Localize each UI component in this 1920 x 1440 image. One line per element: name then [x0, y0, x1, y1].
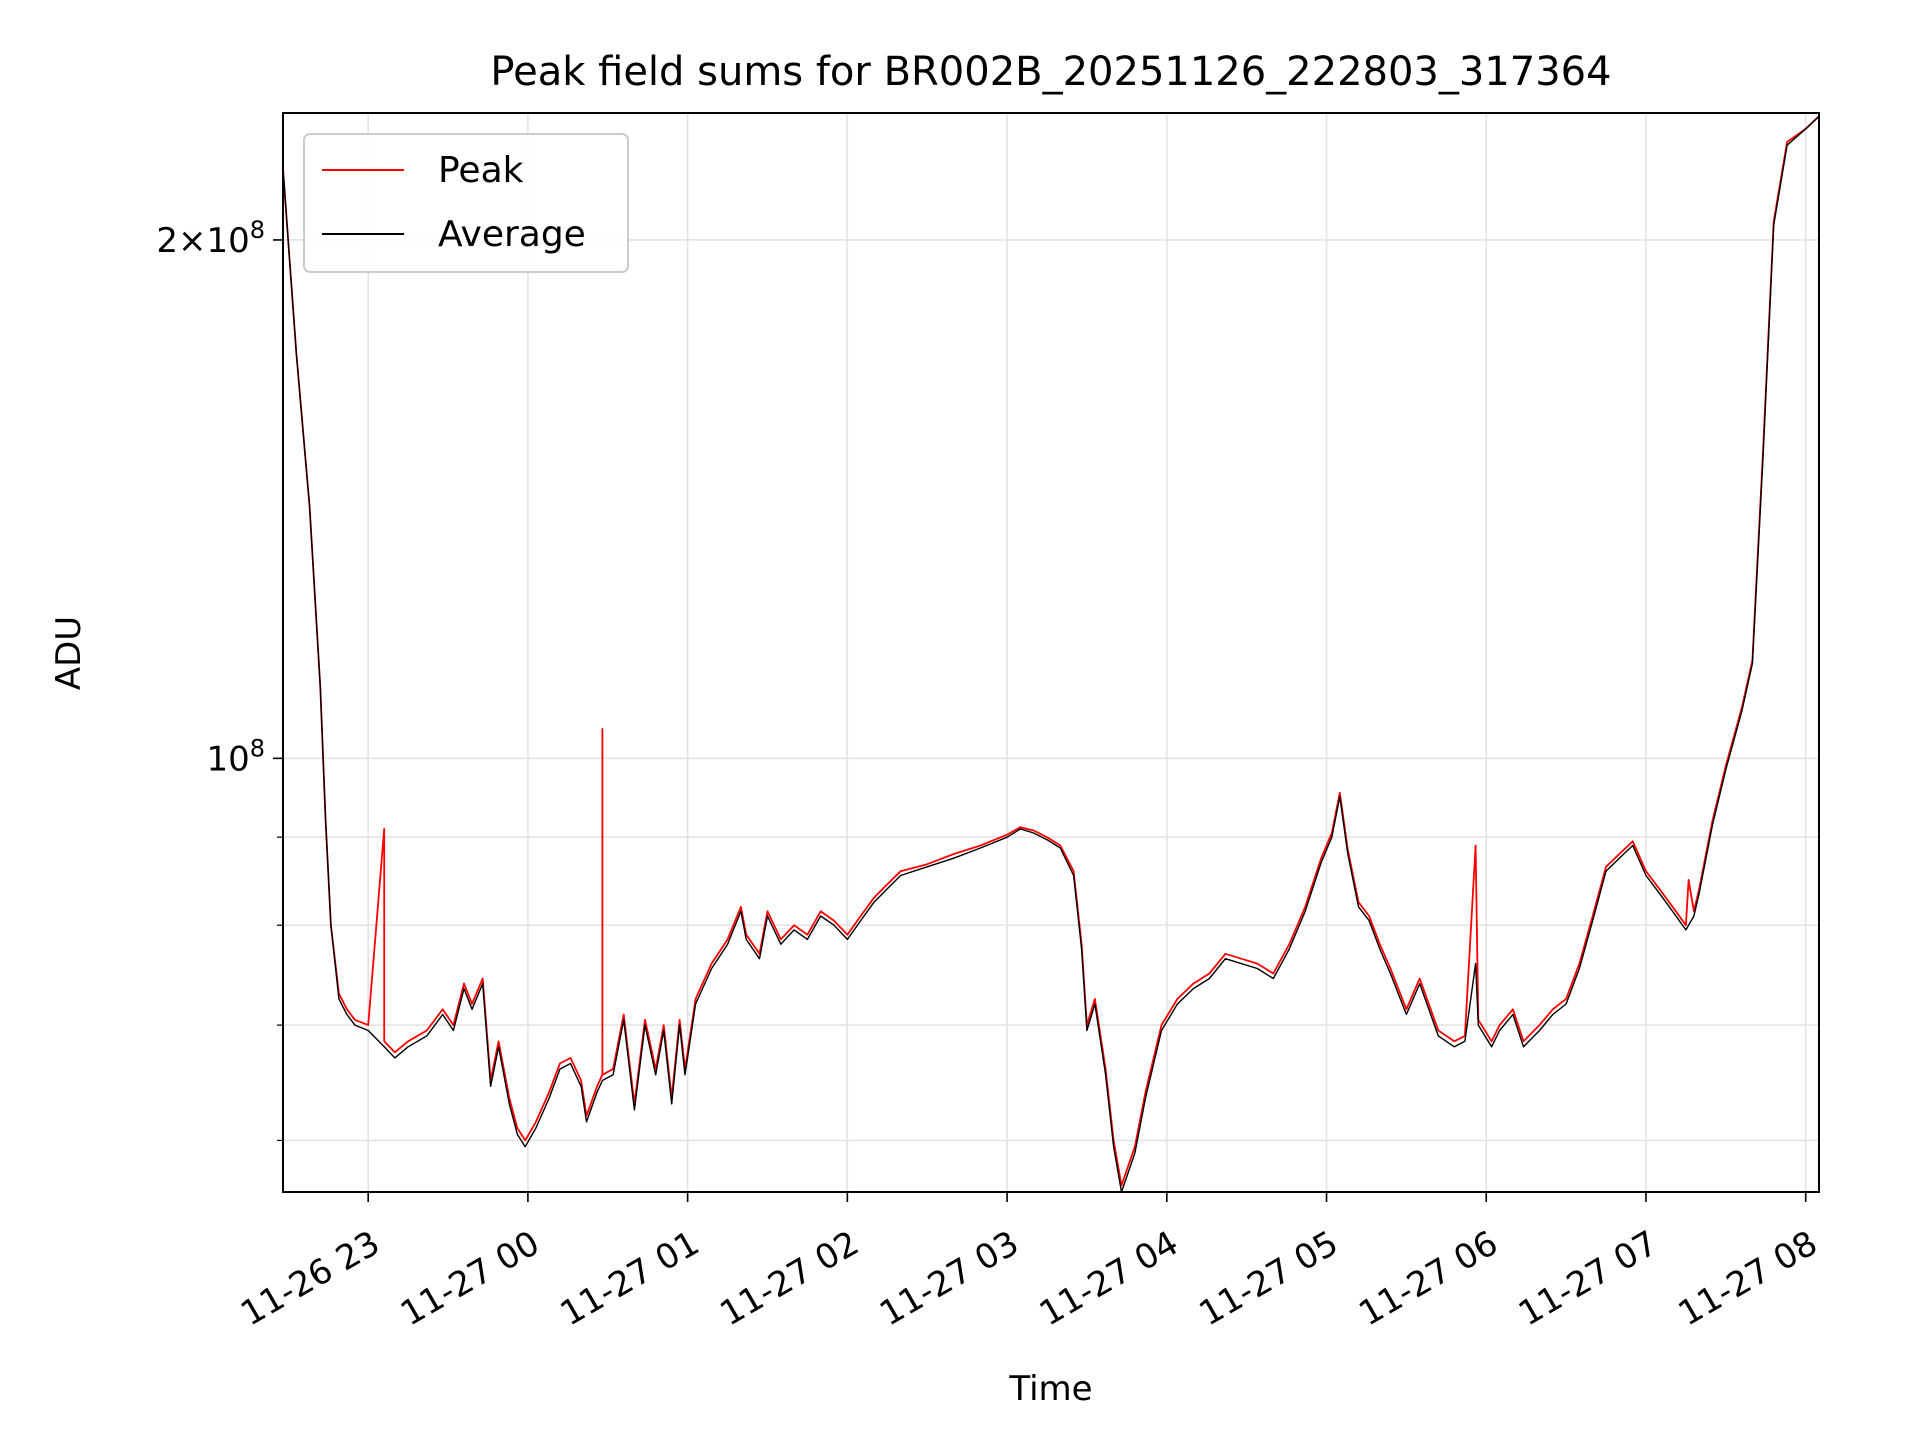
- legend-label-average: Average: [438, 214, 586, 255]
- legend-label-peak: Peak: [438, 150, 524, 191]
- legend: Peak Average: [303, 133, 629, 273]
- series-lines: [282, 115, 1820, 1193]
- plot-frame: [282, 112, 1820, 1193]
- chart-title: Peak field sums for BR002B_20251126_2228…: [490, 49, 1611, 95]
- y-tick-label: 2×108: [156, 216, 265, 261]
- y-tick-label: 108: [206, 734, 265, 779]
- series-line-peak: [282, 115, 1820, 1187]
- series-line-average: [282, 115, 1820, 1193]
- legend-box: [303, 133, 629, 273]
- x-axis-label: Time: [1008, 1369, 1092, 1409]
- y-axis-label: ADU: [49, 616, 89, 690]
